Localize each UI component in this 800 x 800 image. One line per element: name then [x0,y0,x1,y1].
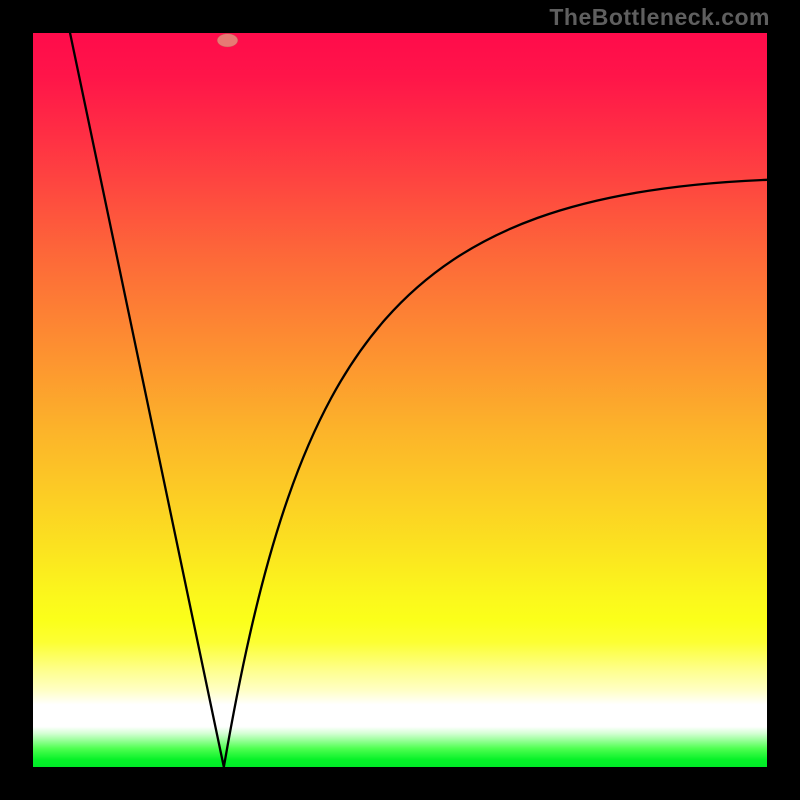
gradient-background [33,33,767,767]
watermark-text: TheBottleneck.com [549,4,770,31]
chart-svg [0,0,800,800]
chart-stage: TheBottleneck.com [0,0,800,800]
optimum-marker [217,34,238,47]
